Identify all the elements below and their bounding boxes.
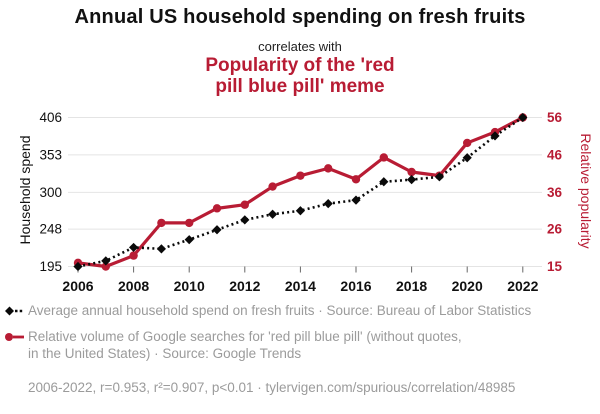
legend-item-household-spend: Average annual household spend on fresh … — [4, 302, 564, 319]
x-tick-label: 2022 — [507, 278, 538, 294]
y-left-tick-label: 300 — [39, 185, 62, 200]
red-circle-line-icon — [5, 333, 24, 341]
spend-point — [268, 209, 278, 219]
x-tick-label: 2018 — [396, 278, 427, 294]
spend-point — [101, 256, 111, 266]
y-left-tick-label: 195 — [39, 259, 62, 274]
spend-point — [490, 131, 500, 141]
popularity-point — [240, 200, 249, 209]
popularity-point — [212, 204, 222, 213]
legend-item-label: Relative volume of Google searches for '… — [28, 329, 462, 361]
popularity-point — [379, 153, 388, 162]
y-right-tick-label: 15 — [547, 259, 563, 274]
y-right-tick-label: 56 — [547, 110, 563, 125]
spend-point — [323, 199, 333, 209]
spend-point — [156, 244, 166, 254]
spend-point — [462, 153, 472, 163]
y-left-tick-label: 353 — [39, 147, 62, 162]
y-right-tick-label: 26 — [547, 222, 563, 237]
popularity-point — [296, 171, 305, 180]
footer-citation: 2006-2022, r=0.953, r²=0.907, p<0.01 · t… — [28, 380, 516, 395]
legend-item-label: Average annual household spend on fresh … — [28, 303, 532, 318]
spend-point — [73, 261, 83, 272]
page-title: Annual US household spending on fresh fr… — [74, 6, 526, 28]
right-axis-title: Relative popularity — [578, 133, 594, 249]
legend-item-red-pill-searches: Relative volume of Google searches for '… — [4, 328, 564, 362]
spend-point — [184, 235, 194, 245]
y-left-tick-label: 406 — [39, 110, 62, 125]
popularity-point — [129, 251, 138, 260]
correlates-with-label: correlates with — [258, 39, 342, 54]
x-tick-label: 2016 — [340, 278, 371, 294]
left-axis-title: Household spend — [17, 135, 33, 245]
popularity-point — [268, 182, 277, 191]
popularity-point — [101, 262, 111, 271]
x-tick-label: 2010 — [174, 278, 205, 294]
popularity-point — [157, 218, 166, 228]
popularity-point — [324, 164, 333, 173]
popularity-point — [351, 175, 361, 184]
popularity-point — [185, 218, 194, 228]
secondary-title-line1: Popularity of the 'red — [205, 55, 395, 76]
y-right-tick-label: 36 — [547, 185, 563, 200]
spend-point — [295, 206, 305, 216]
x-tick-label: 2012 — [229, 278, 260, 294]
y-left-tick-label: 248 — [39, 222, 62, 237]
spend-point — [129, 242, 139, 253]
spend-point — [518, 112, 528, 123]
popularity-point — [407, 167, 416, 177]
x-tick-label: 2020 — [452, 278, 483, 294]
spend-point — [351, 195, 361, 205]
spend-point — [434, 172, 444, 182]
legend: Average annual household spend on fresh … — [4, 302, 564, 371]
spend-point — [379, 177, 389, 187]
x-tick-label: 2006 — [62, 278, 93, 294]
x-tick-label: 2014 — [285, 278, 316, 294]
black-diamond-dashed-icon — [5, 306, 24, 316]
y-right-tick-label: 46 — [547, 147, 563, 162]
x-tick-label: 2008 — [118, 278, 149, 294]
spend-point — [212, 225, 222, 235]
spend-point — [240, 215, 250, 225]
popularity-point — [463, 138, 472, 148]
spend-point — [407, 175, 417, 185]
secondary-title: Popularity of the 'red pill blue pill' m… — [0, 55, 600, 97]
secondary-title-line2: pill blue pill' meme — [215, 76, 385, 97]
